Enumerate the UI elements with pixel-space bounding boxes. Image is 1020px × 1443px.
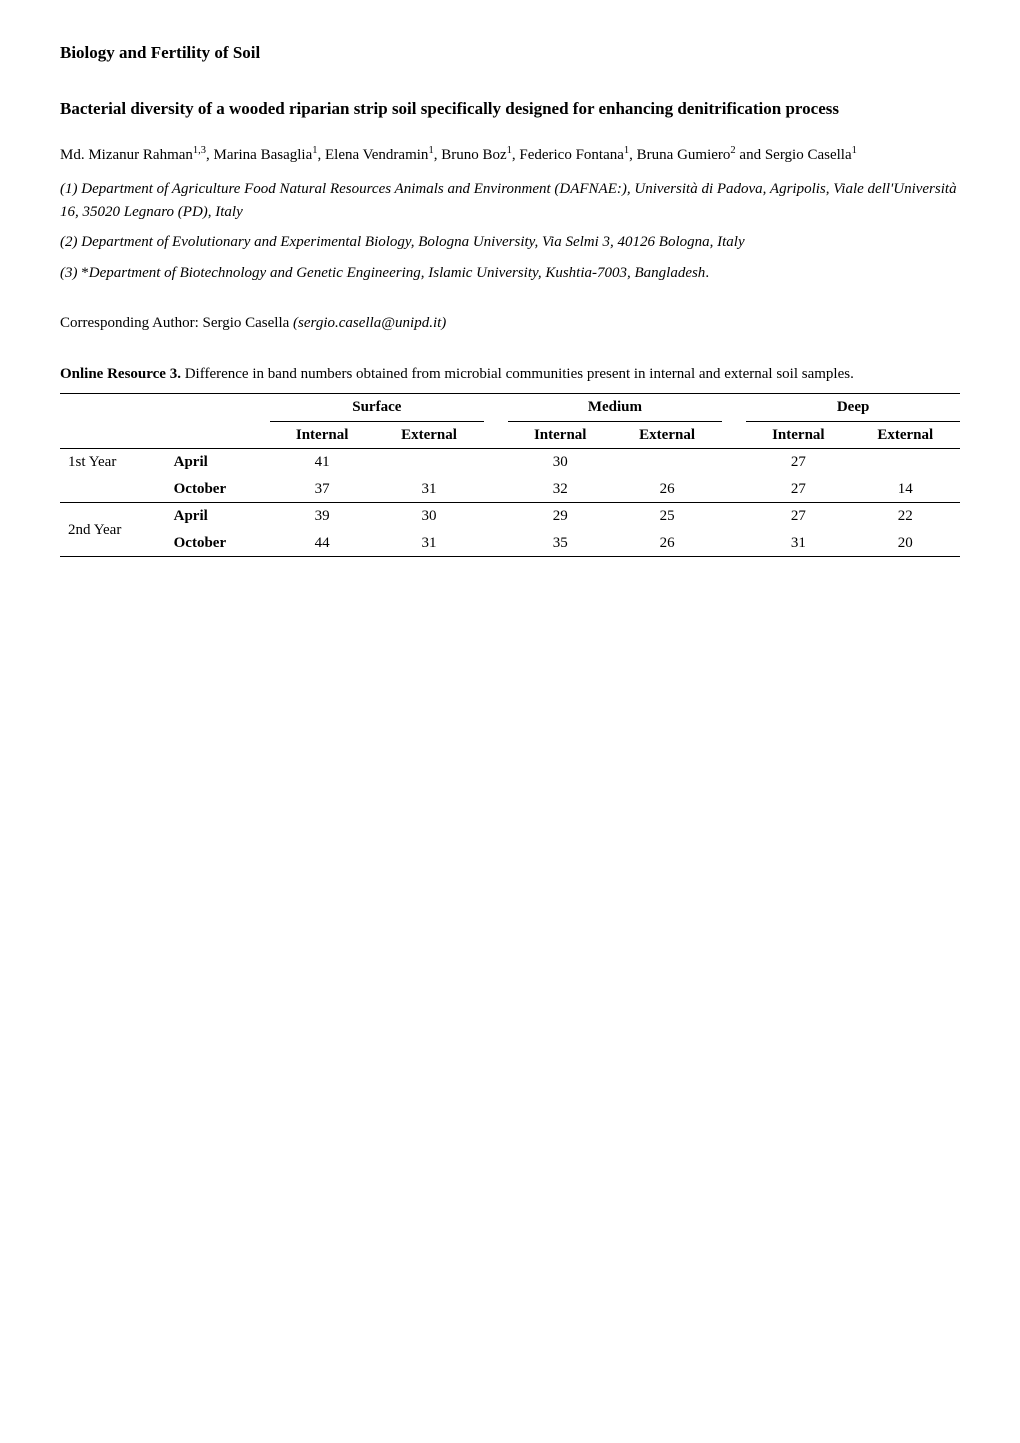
aff3-period: .	[705, 265, 709, 281]
cell-value: 31	[374, 530, 483, 557]
cell-month: October	[166, 530, 270, 557]
group-header-surface: Surface	[270, 394, 484, 422]
table-caption: Online Resource 3. Difference in band nu…	[60, 363, 960, 386]
cell-gap	[484, 449, 508, 476]
cell-year: 1st Year	[60, 449, 166, 476]
table-caption-label: Online Resource 3.	[60, 366, 181, 382]
author-2: , Marina Basaglia	[206, 147, 312, 163]
table-corner-2	[166, 394, 270, 422]
cell-value: 39	[270, 503, 374, 530]
cell-value: 35	[508, 530, 612, 557]
cell-month: April	[166, 449, 270, 476]
corresponding-label: Corresponding Author: Sergio Casella	[60, 315, 293, 331]
cell-value: 31	[746, 530, 850, 557]
cell-value: 22	[851, 503, 961, 530]
table-corner-4	[166, 421, 270, 449]
cell-value: 20	[851, 530, 961, 557]
cell-year	[60, 476, 166, 503]
table-caption-text: Difference in band numbers obtained from…	[181, 366, 854, 382]
affiliation-2: (2) Department of Evolutionary and Exper…	[60, 231, 960, 254]
author-3: , Elena Vendramin	[317, 147, 428, 163]
sub-header-deep-internal: Internal	[746, 421, 850, 449]
table-row: October 37 31 32 26 27 14	[60, 476, 960, 503]
author-7: and Sergio Casella	[736, 147, 852, 163]
author-7-aff: 1	[852, 145, 857, 156]
sub-header-medium-internal: Internal	[508, 421, 612, 449]
table-gap-4	[722, 421, 746, 449]
cell-value: 44	[270, 530, 374, 557]
cell-gap	[722, 449, 746, 476]
author-6: , Bruna Gumiero	[629, 147, 730, 163]
aff3-prefix: (3)	[60, 265, 81, 281]
table-corner-3	[60, 421, 166, 449]
cell-value: 26	[612, 476, 721, 503]
cell-year: 2nd Year	[60, 503, 166, 557]
table-row: 1st Year April 41 30 27	[60, 449, 960, 476]
table-corner-1	[60, 394, 166, 422]
cell-gap	[484, 476, 508, 503]
cell-value	[612, 449, 721, 476]
sub-header-deep-external: External	[851, 421, 961, 449]
cell-month: October	[166, 476, 270, 503]
table-gap-1	[484, 394, 508, 422]
cell-gap	[722, 476, 746, 503]
cell-gap	[722, 530, 746, 557]
cell-value: 25	[612, 503, 721, 530]
affiliation-1: (1) Department of Agriculture Food Natur…	[60, 178, 960, 223]
cell-value: 30	[508, 449, 612, 476]
cell-value: 27	[746, 503, 850, 530]
table-row: 2nd Year April 39 30 29 25 27 22	[60, 503, 960, 530]
corresponding-email: (sergio.casella@unipd.it)	[293, 315, 446, 331]
table-gap-3	[484, 421, 508, 449]
affiliation-3: (3) *Department of Biotechnology and Gen…	[60, 262, 960, 285]
cell-value: 37	[270, 476, 374, 503]
authors-block: Md. Mizanur Rahman1,3, Marina Basaglia 1,…	[60, 143, 960, 167]
cell-value: 41	[270, 449, 374, 476]
author-1: Md. Mizanur Rahman	[60, 147, 193, 163]
cell-value: 27	[746, 449, 850, 476]
cell-gap	[484, 503, 508, 530]
corresponding-author: Corresponding Author: Sergio Casella (se…	[60, 312, 960, 335]
sub-header-medium-external: External	[612, 421, 721, 449]
article-title: Bacterial diversity of a wooded riparian…	[60, 90, 960, 127]
cell-value: 30	[374, 503, 483, 530]
cell-value	[851, 449, 961, 476]
cell-gap	[484, 530, 508, 557]
author-1-aff: 1,3	[193, 145, 206, 156]
data-table: Surface Medium Deep Internal External In…	[60, 393, 960, 557]
cell-value	[374, 449, 483, 476]
table-row: October 44 31 35 26 31 20	[60, 530, 960, 557]
table-gap-2	[722, 394, 746, 422]
sub-header-surface-external: External	[374, 421, 483, 449]
cell-value: 31	[374, 476, 483, 503]
aff3-asterisk: *	[81, 265, 89, 281]
group-header-deep: Deep	[746, 394, 960, 422]
cell-gap	[722, 503, 746, 530]
journal-name: Biology and Fertility of Soil	[60, 40, 960, 66]
sub-header-surface-internal: Internal	[270, 421, 374, 449]
author-4: , Bruno Boz	[434, 147, 507, 163]
group-header-medium: Medium	[508, 394, 722, 422]
cell-value: 32	[508, 476, 612, 503]
aff3-body: Department of Biotechnology and Genetic …	[89, 265, 706, 281]
cell-value: 29	[508, 503, 612, 530]
author-5: , Federico Fontana	[512, 147, 624, 163]
cell-month: April	[166, 503, 270, 530]
cell-value: 14	[851, 476, 961, 503]
cell-value: 27	[746, 476, 850, 503]
cell-value: 26	[612, 530, 721, 557]
